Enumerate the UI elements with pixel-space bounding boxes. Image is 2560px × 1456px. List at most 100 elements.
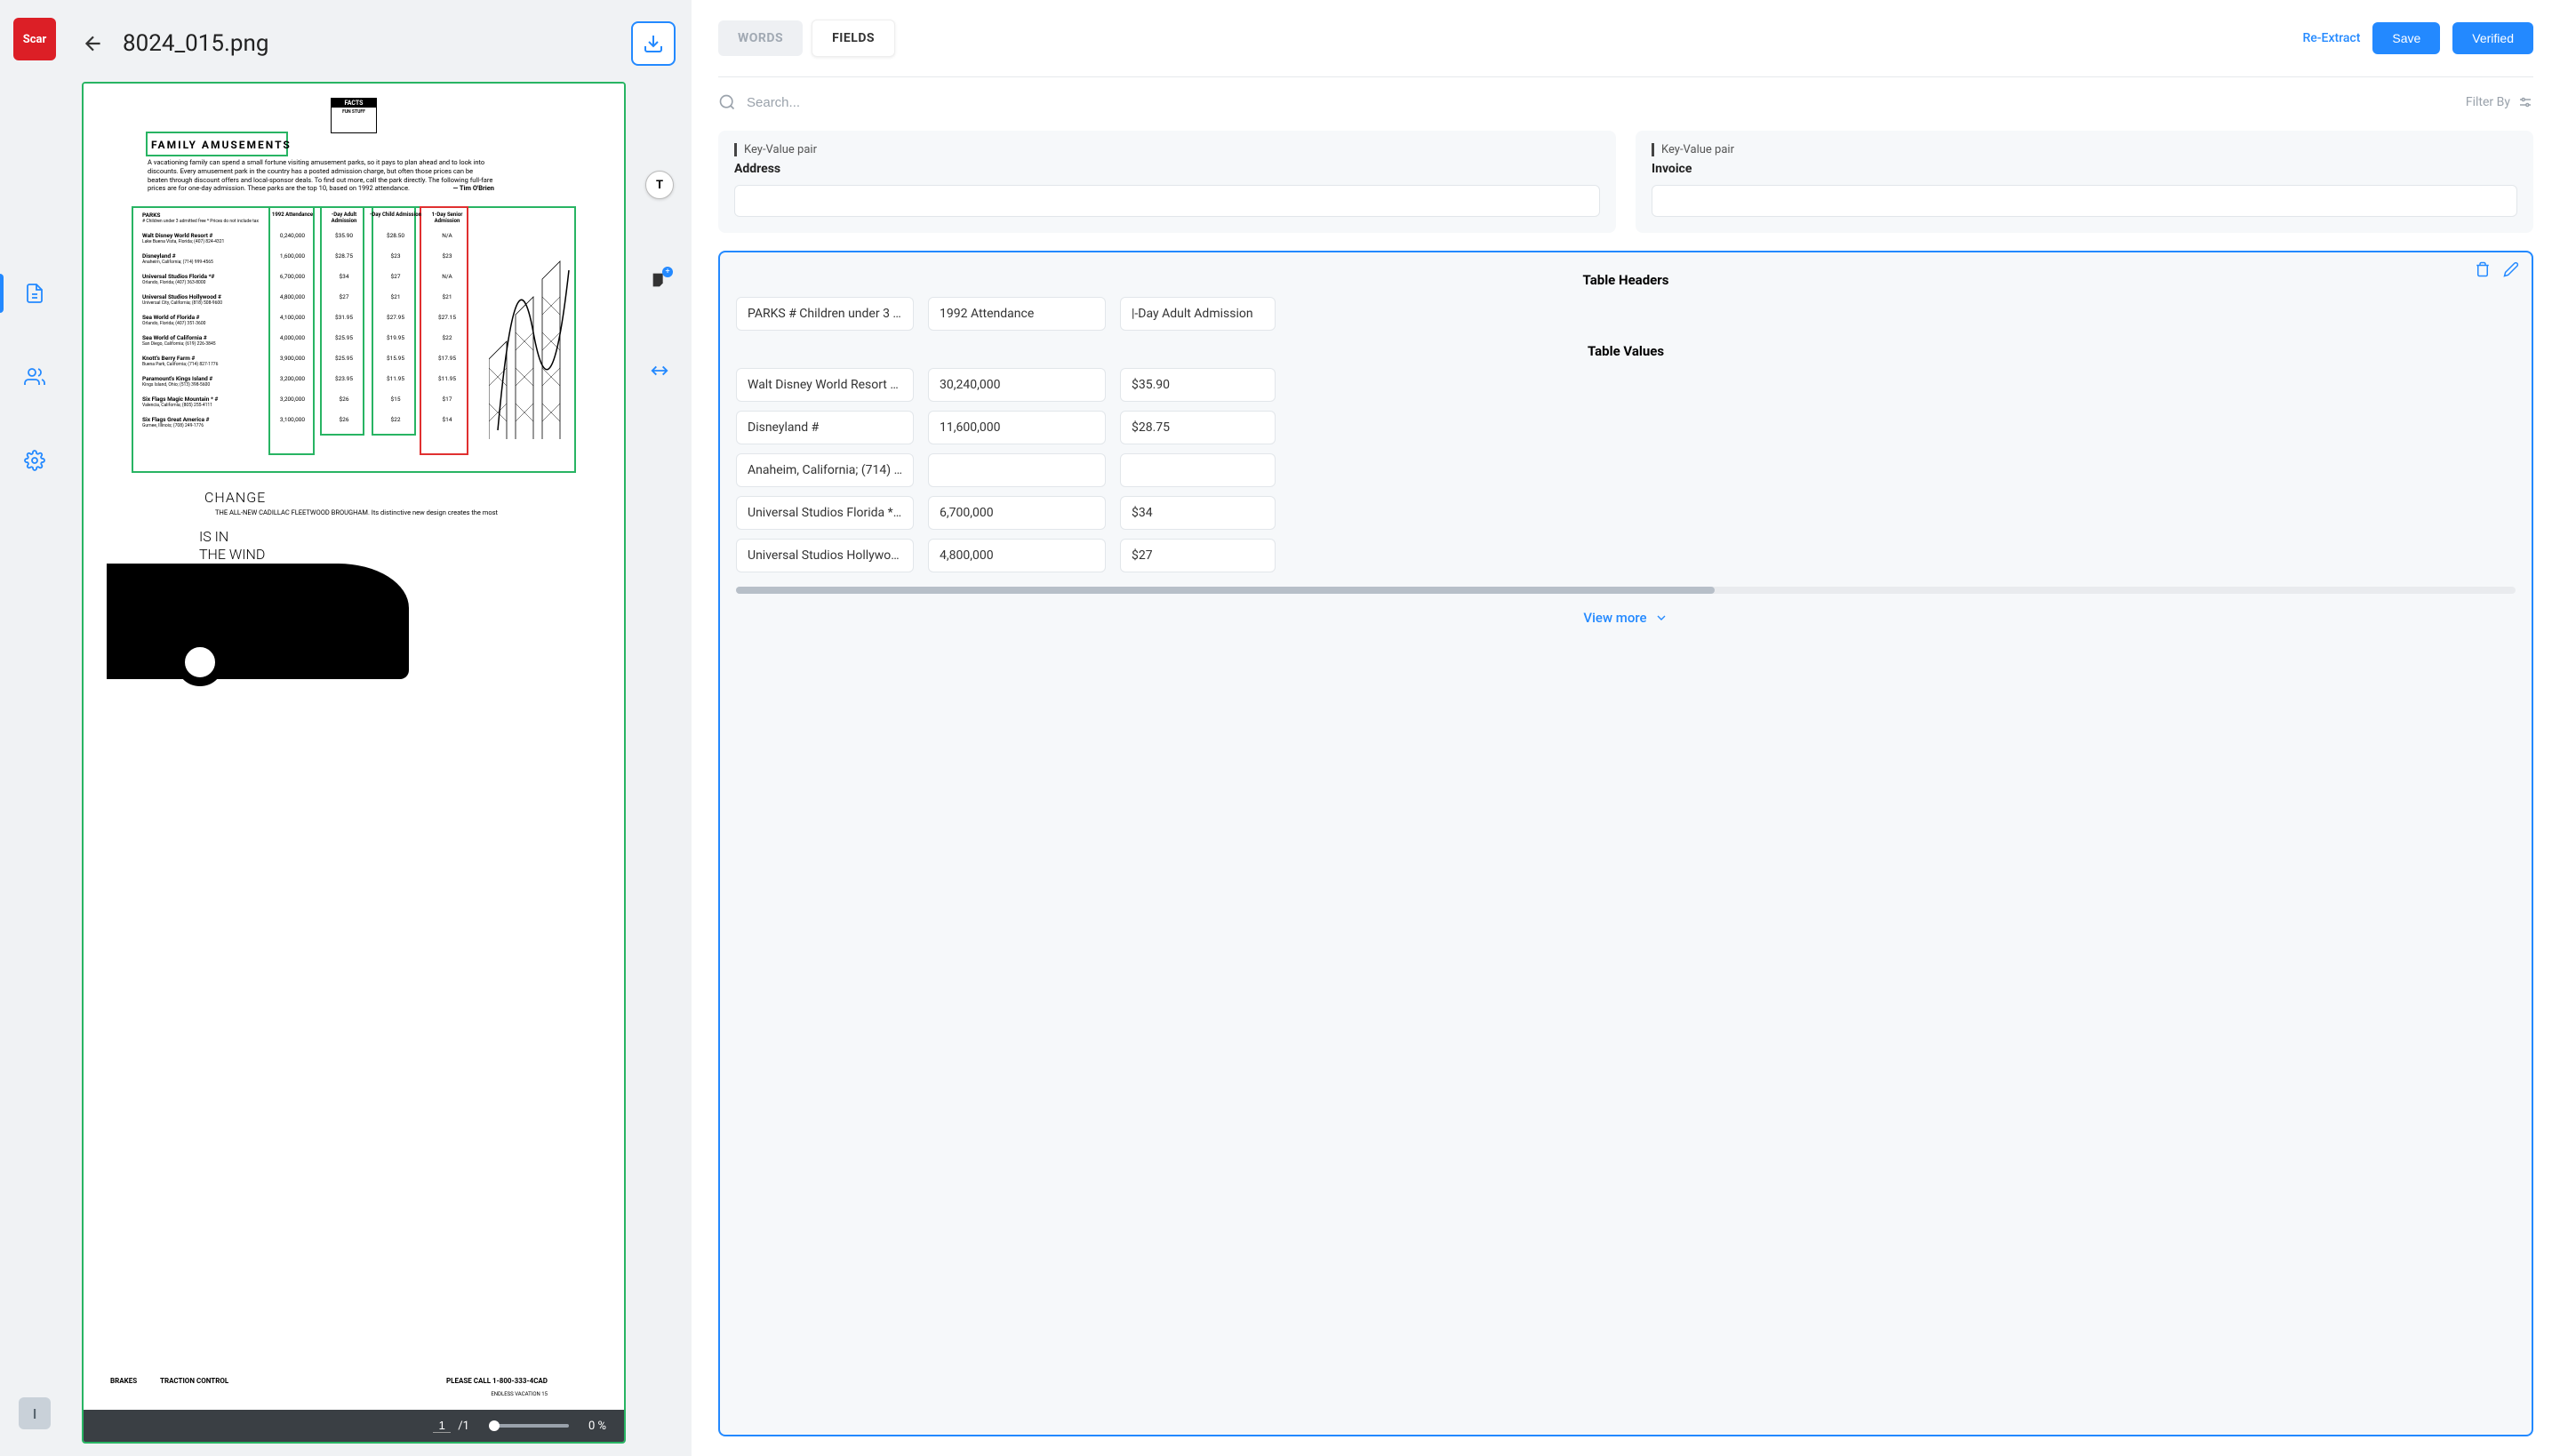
side-tools: T + (636, 82, 683, 1444)
scroll-thumb[interactable] (736, 587, 1715, 594)
doc-view-wrap: FACTS FUN STUFF FAMILY AMUSEMENTS A vaca… (82, 82, 683, 1444)
doc-content: FACTS FUN STUFF FAMILY AMUSEMENTS A vaca… (107, 92, 601, 1401)
document-icon (24, 283, 45, 304)
verified-button[interactable]: Verified (2452, 22, 2533, 54)
value-cell[interactable]: 30,240,000 (928, 368, 1106, 402)
back-arrow-icon[interactable] (82, 32, 105, 55)
header-actions: Re-Extract Save Verified (2302, 22, 2533, 54)
wind-heading: THE WIND (199, 546, 265, 563)
table-values-label: Table Values (736, 343, 2516, 359)
plus-badge: + (662, 267, 673, 277)
resize-tool[interactable] (650, 361, 669, 380)
call-text: PLEASE CALL 1-800-333-4CAD (446, 1377, 548, 1385)
logo-text: Scar (23, 33, 47, 46)
document-panel: 8024_015.png FACTS FUN STUFF FAMILY AMUS… (69, 0, 692, 1456)
value-cell[interactable]: $35.90 (1120, 368, 1276, 402)
add-note-tool[interactable]: + (650, 270, 669, 290)
value-cell[interactable]: Anaheim, California; (714) 999-4565 (736, 453, 914, 487)
download-icon (643, 33, 664, 54)
kv-row: Key-Value pair Address Key-Value pair In… (718, 131, 2533, 233)
value-cell[interactable]: Universal Studios Florida *# Orlando, (736, 496, 914, 530)
view-more-label: View more (1583, 610, 1646, 626)
search-row: Filter By (718, 93, 2533, 111)
save-button[interactable]: Save (2372, 22, 2440, 54)
nav-icons (0, 283, 69, 471)
table-row: Anaheim, California; (714) 999-4565 (736, 453, 2516, 487)
page-indicator: /1 0 % (433, 1419, 606, 1433)
car-graphic (107, 564, 409, 679)
user-indicator[interactable]: I (19, 1397, 51, 1429)
tabs-row: WORDS FIELDS Re-Extract Save Verified (718, 20, 2533, 57)
value-cell[interactable] (1120, 453, 1276, 487)
value-cell[interactable]: $28.75 (1120, 411, 1276, 444)
nav-item-users[interactable] (0, 366, 69, 388)
gear-icon (24, 450, 45, 471)
endless-text: ENDLESS VACATION 15 (491, 1391, 548, 1397)
filter-by-button[interactable]: Filter By (2466, 94, 2533, 110)
header-cell[interactable]: PARKS # Children under 3 adm… (736, 297, 914, 331)
table-headers-label: Table Headers (736, 272, 2516, 288)
value-cell[interactable]: $27 (1120, 539, 1276, 572)
table-row: Universal Studios Florida *# Orlando, 6,7… (736, 496, 2516, 530)
article-title: FAMILY AMUSEMENTS (151, 139, 292, 151)
doc-footer: /1 0 % (84, 1410, 624, 1442)
rollercoaster-graphic (489, 226, 578, 439)
facts-bottom: FUN STUFF (342, 109, 365, 115)
kv-title-invoice: Invoice (1652, 162, 2517, 176)
value-cell[interactable] (928, 453, 1106, 487)
address-input[interactable] (734, 185, 1600, 217)
value-cell[interactable]: 4,800,000 (928, 539, 1106, 572)
left-nav: Scar I (0, 0, 69, 1456)
search-input[interactable] (747, 95, 2455, 110)
delete-icon[interactable] (2475, 261, 2491, 277)
sliders-icon (2517, 94, 2533, 110)
app-logo: Scar (13, 18, 56, 60)
subhead-text: THE ALL-NEW CADILLAC FLEETWOOD BROUGHAM.… (215, 508, 498, 516)
main-area: 8024_015.png FACTS FUN STUFF FAMILY AMUS… (69, 0, 2560, 1456)
table-row: Universal Studios Hollywood # 4,800,000 $2… (736, 539, 2516, 572)
value-cell[interactable]: 6,700,000 (928, 496, 1106, 530)
page-input[interactable] (433, 1419, 451, 1433)
users-icon (24, 366, 45, 388)
facts-logo: FACTS FUN STUFF (331, 98, 377, 133)
download-button[interactable] (631, 21, 676, 66)
nav-item-documents[interactable] (0, 283, 69, 304)
view-more-button[interactable]: View more (736, 610, 2516, 626)
kv-card-invoice: Key-Value pair Invoice (1636, 131, 2533, 233)
zoom-slider[interactable] (489, 1424, 569, 1428)
user-initial: I (33, 1405, 37, 1422)
reextract-button[interactable]: Re-Extract (2302, 31, 2360, 45)
isin-heading: IS IN (199, 528, 228, 545)
invoice-input[interactable] (1652, 185, 2517, 217)
value-rows: Walt Disney World Resort # Lake Bue 30,24… (736, 368, 2516, 581)
tab-fields[interactable]: FIELDS (812, 20, 895, 57)
text-tool[interactable]: T (645, 171, 674, 199)
value-cell[interactable]: 11,600,000 (928, 411, 1106, 444)
table-card: Table Headers PARKS # Children under 3 a… (718, 251, 2533, 1436)
doc-page[interactable]: FACTS FUN STUFF FAMILY AMUSEMENTS A vaca… (84, 84, 624, 1410)
doc-viewer: FACTS FUN STUFF FAMILY AMUSEMENTS A vaca… (82, 82, 626, 1444)
traction-text: TRACTION CONTROL (160, 1377, 228, 1385)
edit-icon[interactable] (2503, 261, 2519, 277)
value-cell[interactable]: $34 (1120, 496, 1276, 530)
kv-label: Key-Value pair (734, 143, 1600, 156)
scroll-track[interactable] (736, 587, 2516, 594)
tab-words[interactable]: WORDS (718, 20, 803, 56)
table-row: Walt Disney World Resort # Lake Bue 30,24… (736, 368, 2516, 402)
park-table: PARKS# Children under 3 admitted free * … (142, 212, 473, 436)
value-cell[interactable]: Walt Disney World Resort # Lake Bue (736, 368, 914, 402)
filter-by-label: Filter By (2466, 95, 2510, 109)
value-cell[interactable]: Universal Studios Hollywood # (736, 539, 914, 572)
nav-item-settings[interactable] (0, 450, 69, 471)
value-cell[interactable]: Disneyland # (736, 411, 914, 444)
card-actions (2475, 261, 2519, 277)
divider (718, 76, 2533, 77)
doc-filename: 8024_015.png (123, 30, 268, 57)
header-cell[interactable]: 1992 Attendance (928, 297, 1106, 331)
kv-card-address: Key-Value pair Address (718, 131, 1616, 233)
doc-header: 8024_015.png (82, 12, 683, 82)
search-icon (718, 93, 736, 111)
article-body: A vacationing family can spend a small f… (148, 158, 494, 193)
header-cell[interactable]: |-Day Adult Admission (1120, 297, 1276, 331)
fields-panel: WORDS FIELDS Re-Extract Save Verified Fi… (692, 0, 2560, 1456)
